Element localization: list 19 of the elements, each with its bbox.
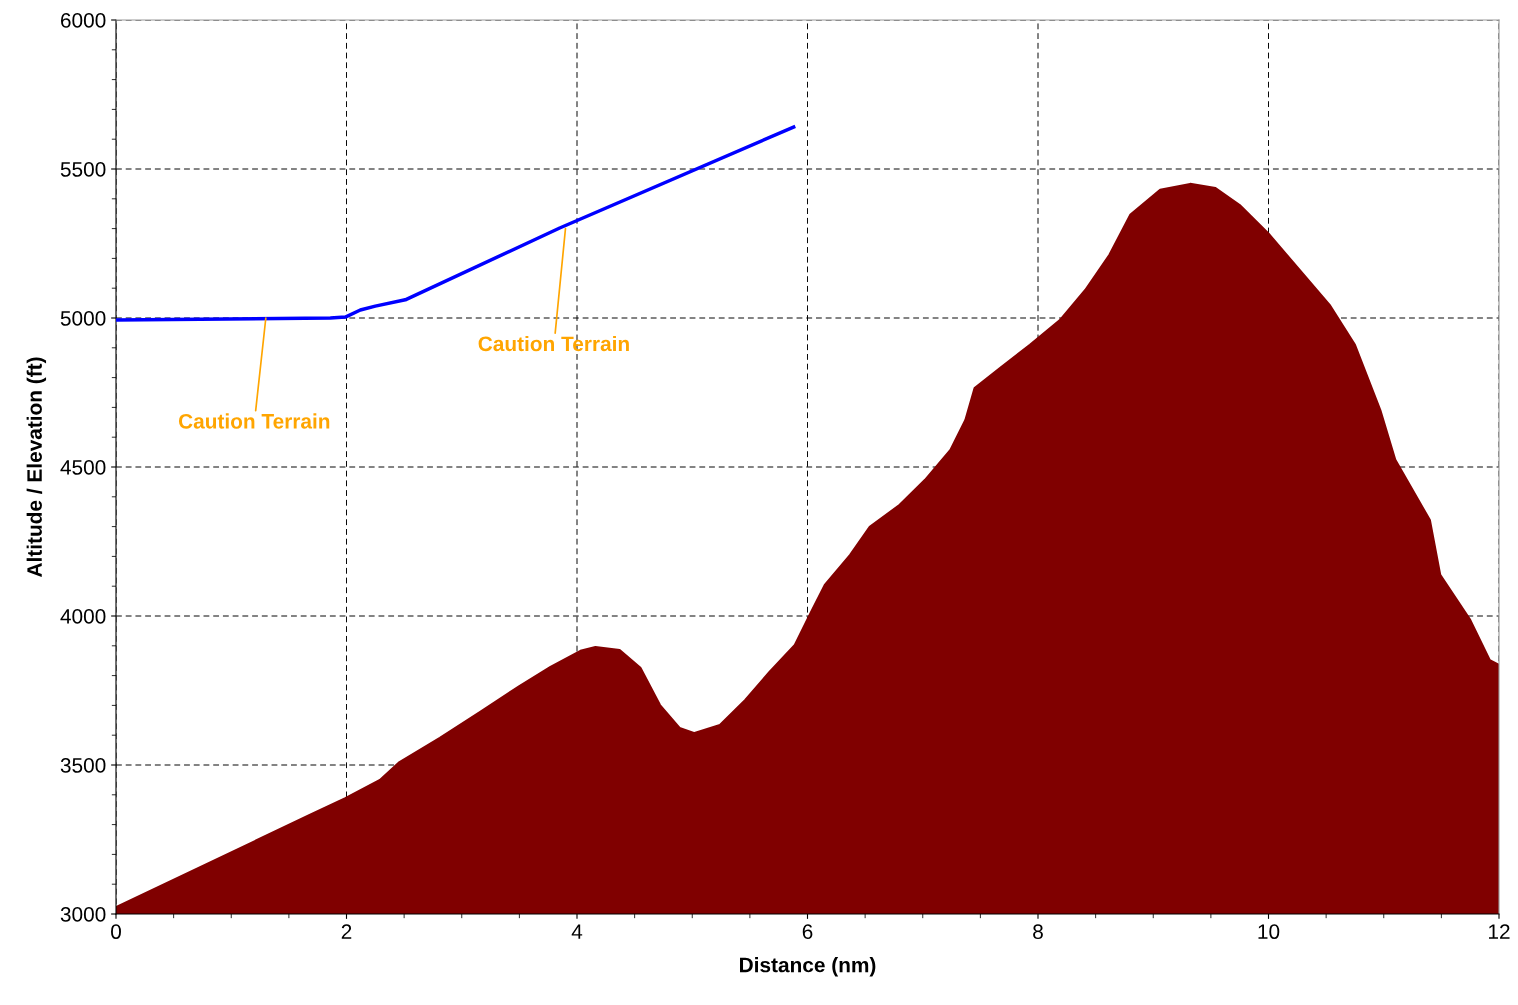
x-tick-label: 4 [571, 924, 583, 939]
x-tick-label: 6 [802, 924, 813, 940]
y-tick-label: 5000 [60, 311, 106, 326]
y-axis-title: Altitude / Elevation (ft) [26, 357, 47, 577]
y-tick-label: 6000 [60, 13, 106, 28]
y-tick-label: 5500 [60, 162, 106, 177]
x-tick-label: 8 [1033, 924, 1043, 940]
x-tick-label: 12 [1489, 924, 1510, 939]
annotation: Caution Terrain [178, 413, 330, 429]
x-axis-title: Distance (nm) [740, 957, 876, 977]
x-tick-label: 2 [341, 924, 352, 939]
x-tick-label: 10 [1258, 924, 1280, 940]
y-tick-label: 4000 [60, 609, 106, 624]
y-tick-label: 3500 [60, 758, 106, 773]
y-tick-label: 3000 [60, 907, 106, 922]
y-tick-label: 4500 [60, 460, 106, 475]
annotation: Caution Terrain [478, 335, 629, 352]
line-series [116, 125, 796, 322]
x-tick-label: 0 [111, 924, 121, 940]
